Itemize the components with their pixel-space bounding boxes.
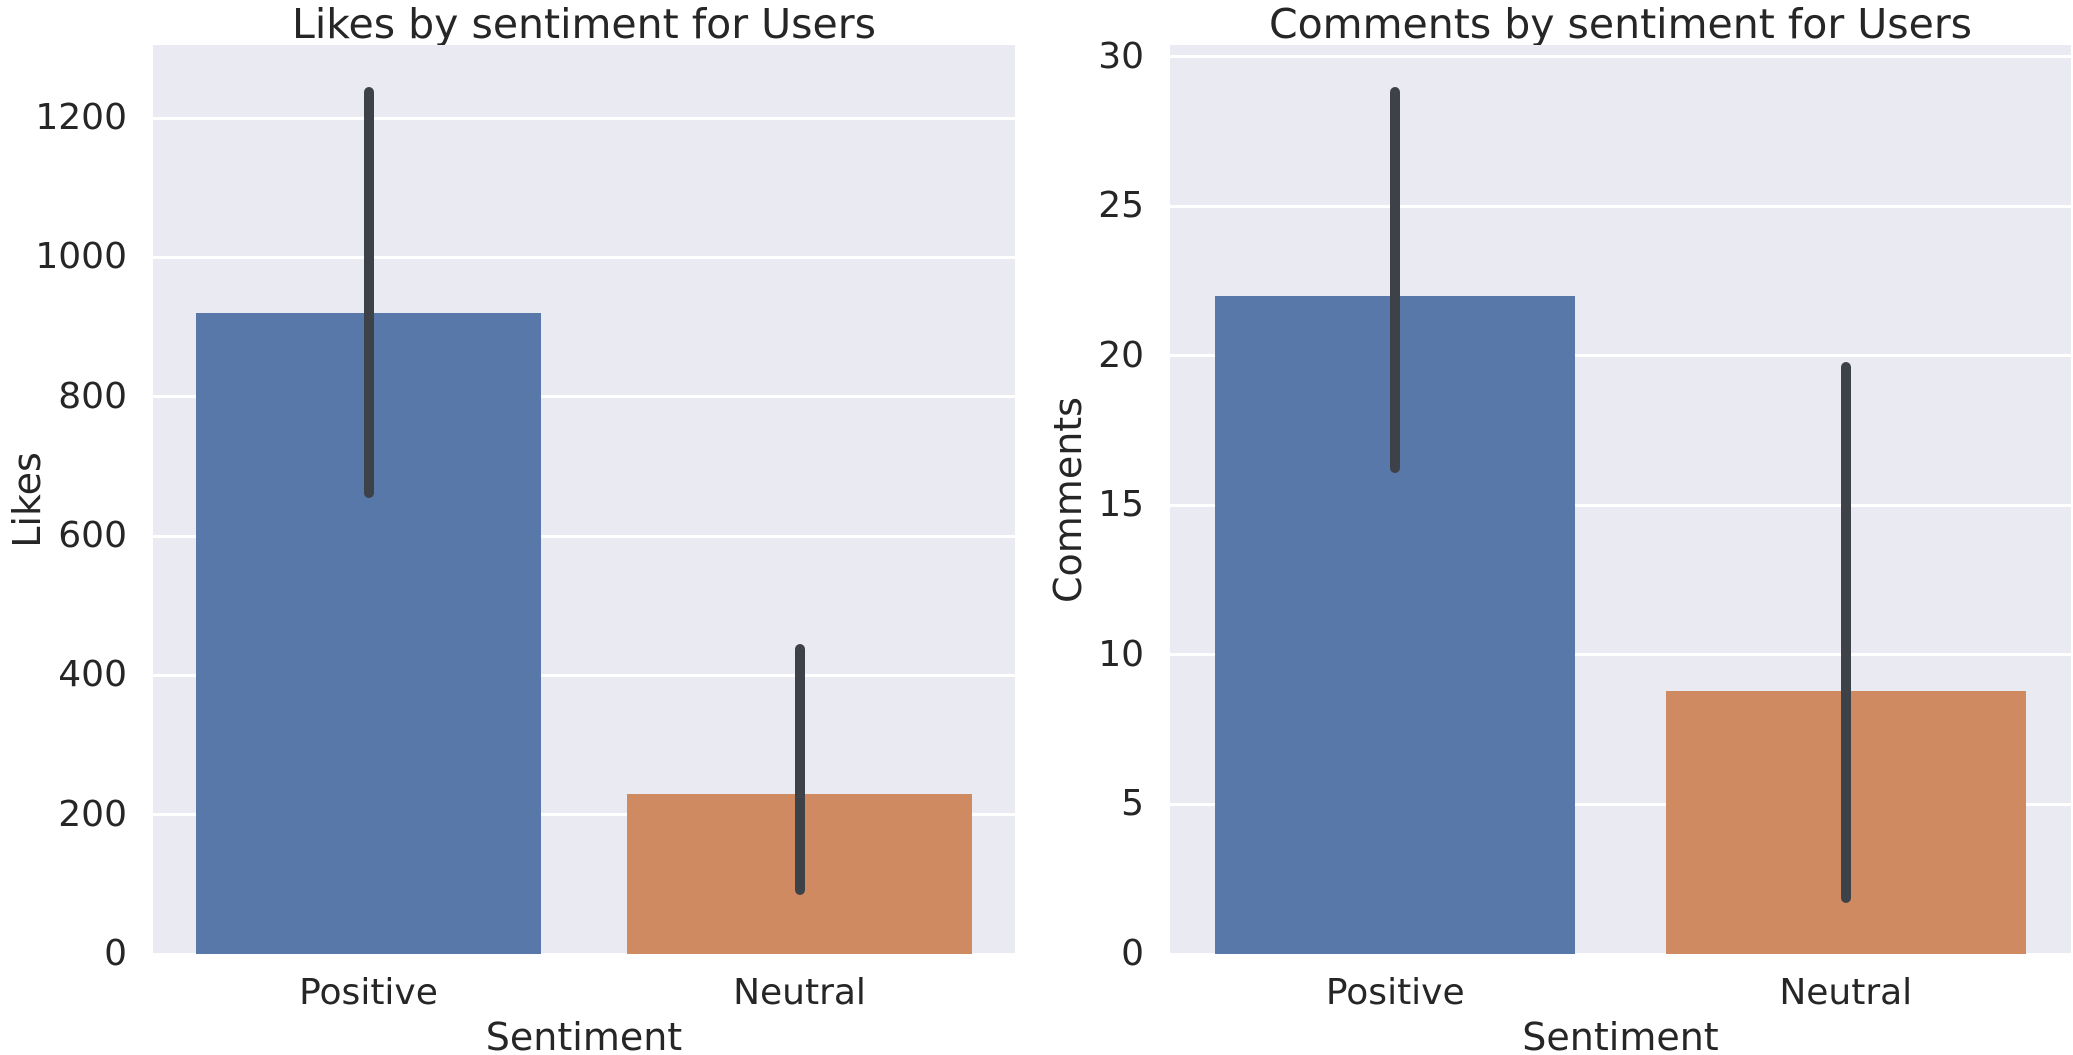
y-tick-label: 1000 [35, 236, 127, 278]
bar-neutral [627, 793, 972, 954]
bar-positive [196, 313, 541, 954]
y-tick-label: 200 [58, 793, 127, 835]
y-tick-label: 1200 [35, 97, 127, 139]
bar-positive [1215, 296, 1576, 954]
y-axis-label: Likes [5, 451, 49, 548]
y-tick-label: 30 [1098, 35, 1144, 77]
error-bar-positive [1390, 86, 1401, 473]
y-tick-label: 5 [1121, 783, 1144, 825]
gridline [153, 813, 1015, 817]
gridline [153, 255, 1015, 259]
x-axis-label: Sentiment [485, 1015, 683, 1055]
gridline [153, 534, 1015, 538]
bar-neutral [1665, 690, 2026, 954]
plot-area [1170, 45, 2071, 956]
y-tick-label: 600 [58, 515, 127, 557]
chart-title: Likes by sentiment for Users [292, 0, 876, 48]
y-tick-label: 400 [58, 654, 127, 696]
y-tick-label: 0 [104, 933, 127, 974]
gridline [1170, 952, 2071, 956]
error-bar-neutral [794, 644, 805, 895]
gridline [153, 673, 1015, 677]
chart-title: Comments by sentiment for Users [1268, 0, 1973, 48]
y-tick-label: 10 [1098, 633, 1144, 675]
x-axis-label: Sentiment [1522, 1015, 1719, 1055]
y-tick-label: 0 [1121, 933, 1144, 974]
gridline [153, 952, 1015, 956]
x-tick-label-positive: Positive [1325, 972, 1465, 1013]
gridline [1170, 802, 2071, 806]
gridline [1170, 503, 2071, 507]
y-tick-label: 800 [58, 375, 127, 417]
gridline [1170, 653, 2071, 657]
x-tick-label-positive: Positive [299, 972, 438, 1013]
y-axis-label: Comments [1046, 396, 1090, 603]
gridline [153, 116, 1015, 120]
x-tick-label-neutral: Neutral [733, 972, 866, 1013]
error-bar-positive [363, 86, 374, 498]
y-tick-label: 25 [1098, 185, 1144, 227]
plot-area [153, 45, 1015, 956]
x-tick-label-neutral: Neutral [1779, 972, 1913, 1013]
gridline [1170, 354, 2071, 358]
error-bar-neutral [1840, 361, 1851, 904]
gridline [1170, 55, 2071, 59]
y-tick-label: 15 [1098, 484, 1144, 526]
y-tick-label: 20 [1098, 334, 1144, 376]
gridline [153, 395, 1015, 399]
gridline [1170, 204, 2071, 208]
